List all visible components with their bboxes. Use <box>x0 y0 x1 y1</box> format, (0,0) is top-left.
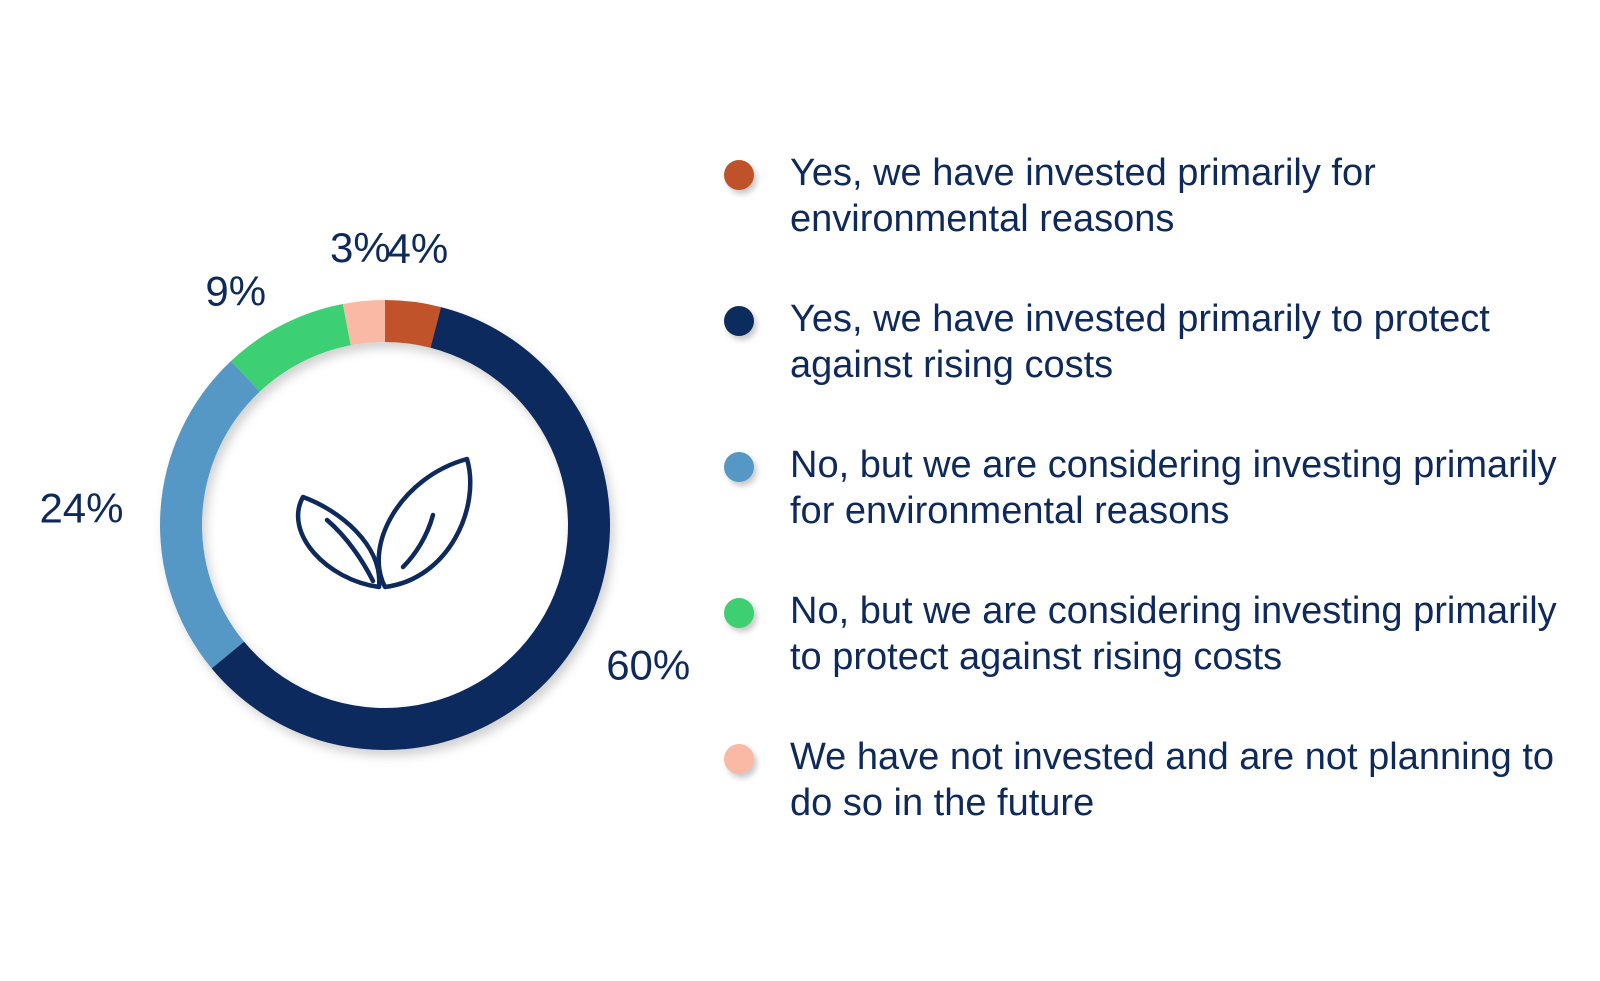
legend-swatch-5 <box>724 744 754 774</box>
legend-label-4: No, but we are considering investing pri… <box>790 590 1557 678</box>
legend-item-5: We have not invested and are not plannin… <box>720 734 1580 880</box>
legend-swatch-2 <box>724 306 754 336</box>
slice-label-4: 9% <box>205 268 266 315</box>
legend-label-5: We have not invested and are not plannin… <box>790 736 1555 824</box>
slice-label-5: 3% <box>330 224 391 271</box>
slice-2 <box>211 307 610 750</box>
legend-label-3: No, but we are considering investing pri… <box>790 444 1557 532</box>
slice-label-2: 60% <box>606 641 690 688</box>
donut-chart: 4% 60% 24% 9% 3% <box>39 224 690 750</box>
slice-4 <box>230 303 351 392</box>
slice-label-3: 24% <box>39 485 123 532</box>
slice-5 <box>342 300 385 346</box>
legend-swatch-3 <box>724 452 754 482</box>
legend-item-3: No, but we are considering investing pri… <box>720 442 1580 588</box>
legend-item-2: Yes, we have invested primarily to prote… <box>720 296 1580 442</box>
slice-3 <box>159 360 260 669</box>
leaf-icon <box>295 456 473 590</box>
slice-1 <box>385 300 441 348</box>
legend-item-4: No, but we are considering investing pri… <box>720 588 1580 734</box>
legend: Yes, we have invested primarily for envi… <box>720 150 1580 880</box>
legend-item-1: Yes, we have invested primarily for envi… <box>720 150 1580 296</box>
legend-swatch-1 <box>724 160 754 190</box>
slice-labels: 4% 60% 24% 9% 3% <box>39 224 690 688</box>
donut-ring <box>159 300 610 750</box>
slice-label-1: 4% <box>387 225 448 272</box>
legend-label-2: Yes, we have invested primarily to prote… <box>790 298 1490 386</box>
legend-label-1: Yes, we have invested primarily for envi… <box>790 152 1376 240</box>
legend-swatch-4 <box>724 598 754 628</box>
